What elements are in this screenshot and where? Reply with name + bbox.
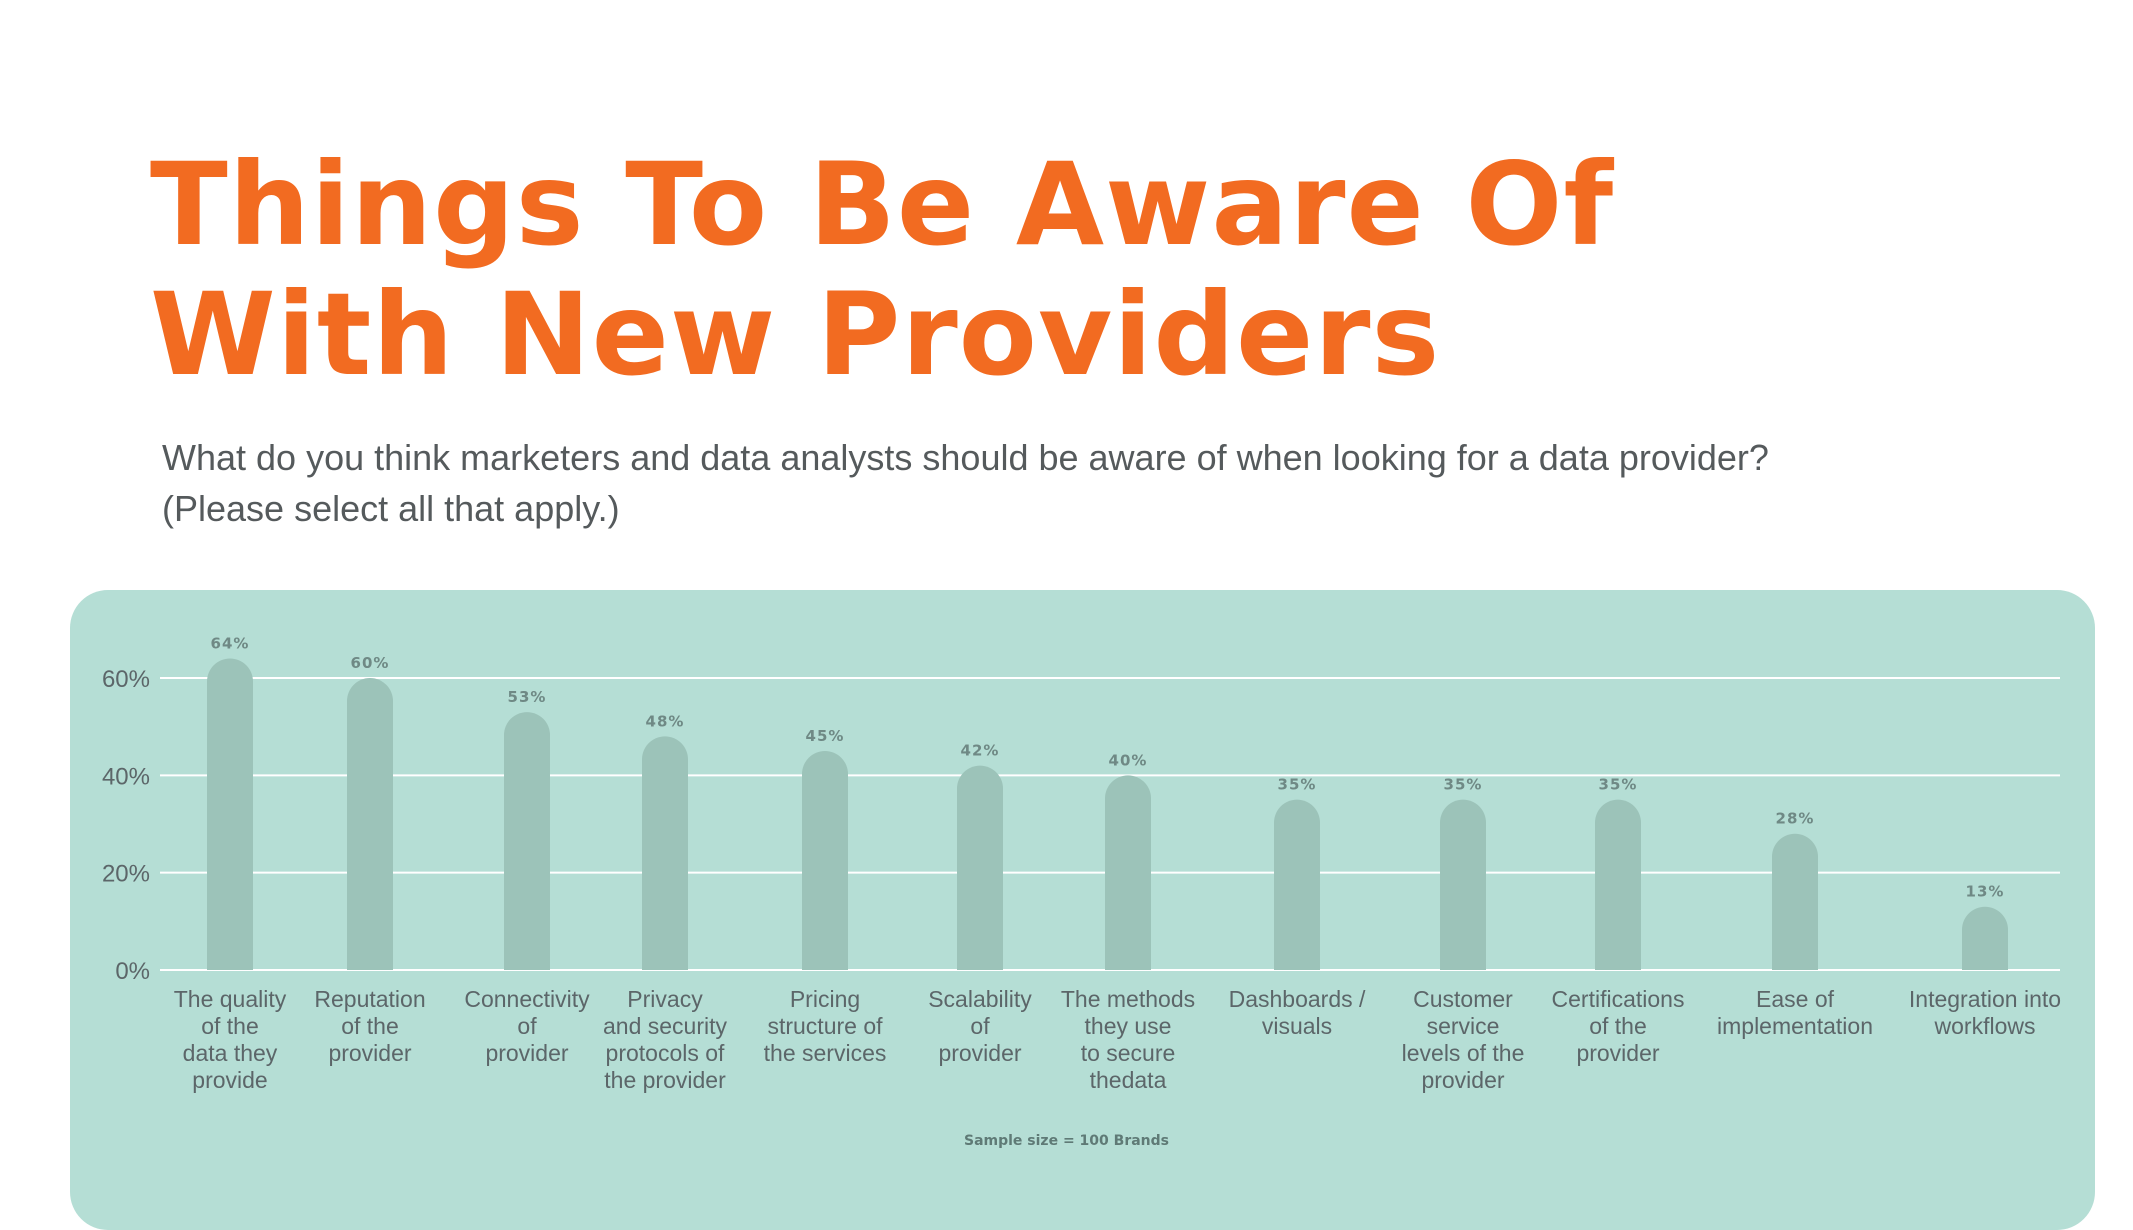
bar-2	[347, 678, 393, 970]
category-label-line: of	[517, 1013, 537, 1039]
y-tick-label: 60%	[102, 666, 150, 693]
bar-chart: 0%20%40%60%64%The quality of the data they…	[102, 635, 2061, 1093]
category-label-line: provider	[1421, 1067, 1504, 1093]
category-label-line: provide	[192, 1067, 267, 1093]
value-label: 48%	[646, 712, 685, 730]
question-line-1: What do you think marketers and data ana…	[162, 437, 1769, 478]
bar-12	[1962, 906, 2008, 970]
value-label: 64%	[211, 635, 250, 653]
category-label: Privacy and security protocols of the provi…	[603, 986, 728, 1093]
bar-4	[642, 736, 688, 970]
category-label: The methods they use to secure thedata	[1061, 986, 1195, 1093]
category-label-line: provider	[328, 1040, 411, 1066]
page-title: Things To Be Aware Of With New Providers	[150, 140, 1614, 400]
survey-question: What do you think marketers and data ana…	[162, 432, 2062, 534]
value-label: 35%	[1278, 776, 1317, 794]
value-label: 53%	[508, 688, 547, 706]
category-label: Certifications of the provider	[1552, 986, 1685, 1066]
value-label: 45%	[806, 727, 845, 745]
category-label-line: provider	[1576, 1040, 1659, 1066]
chart-panel	[70, 590, 2095, 1230]
category-label: Pricing structure of the services	[764, 986, 887, 1066]
category-label-line: implementation	[1717, 1013, 1873, 1039]
category-label-line: service	[1427, 1013, 1500, 1039]
category-label: Dashboards / visuals	[1229, 986, 1366, 1039]
bar-9	[1440, 799, 1486, 970]
category-label-line: to secure	[1081, 1040, 1176, 1066]
category-label-line: data they	[183, 1040, 278, 1066]
category-label: Connectivity of provider	[464, 986, 590, 1066]
category-label-line: structure of	[767, 1013, 883, 1039]
category-label-line: of the	[201, 1013, 259, 1039]
value-label: 35%	[1444, 776, 1483, 794]
category-label-line: and security	[603, 1013, 728, 1039]
category-label: Customer service levels of the provider	[1402, 986, 1525, 1093]
category-label-line: Pricing	[790, 986, 860, 1012]
bar-7	[1105, 775, 1151, 970]
question-line-2: (Please select all that apply.)	[162, 488, 620, 529]
category-label-line: visuals	[1262, 1013, 1332, 1039]
value-label: 40%	[1109, 751, 1148, 769]
bar-6	[957, 765, 1003, 970]
category-label-line: Privacy	[627, 986, 703, 1012]
category-label-line: Certifications	[1552, 986, 1685, 1012]
category-label-line: the services	[764, 1040, 887, 1066]
bar-10	[1595, 799, 1641, 970]
y-tick-label: 20%	[102, 861, 150, 888]
category-label-line: The methods	[1061, 986, 1195, 1012]
bar-1	[207, 658, 253, 970]
category-label: The quality of the data they provide	[174, 986, 287, 1093]
category-label-line: Customer	[1413, 986, 1513, 1012]
category-label-line: Integration into	[1909, 986, 2061, 1012]
category-label-line: workflows	[1934, 1013, 2036, 1039]
category-label-line: provider	[938, 1040, 1021, 1066]
category-label-line: Dashboards /	[1229, 986, 1366, 1012]
value-label: 60%	[351, 654, 390, 672]
bar-8	[1274, 799, 1320, 970]
category-label-line: the provider	[604, 1067, 726, 1093]
category-label-line: The quality	[174, 986, 287, 1012]
y-tick-label: 0%	[115, 958, 150, 985]
category-label-line: provider	[485, 1040, 568, 1066]
value-label: 42%	[961, 742, 1000, 760]
value-label: 13%	[1966, 883, 2005, 901]
title-line-2: With New Providers	[150, 268, 1441, 401]
category-label-line: Scalability	[928, 986, 1032, 1012]
category-label-line: protocols of	[606, 1040, 726, 1066]
category-label: Integration into workflows	[1909, 986, 2061, 1039]
category-label-line: they use	[1085, 1013, 1172, 1039]
y-tick-label: 40%	[102, 763, 150, 790]
category-label-line: of the	[341, 1013, 399, 1039]
value-label: 35%	[1599, 776, 1638, 794]
value-label: 28%	[1776, 810, 1815, 828]
bar-11	[1772, 833, 1818, 970]
category-label-line: Ease of	[1756, 986, 1835, 1012]
category-label-line: thedata	[1090, 1067, 1167, 1093]
title-line-1: Things To Be Aware Of	[150, 138, 1615, 271]
category-label-line: Reputation	[314, 986, 425, 1012]
category-label-line: Connectivity	[464, 986, 590, 1012]
category-label: Ease of implementation	[1717, 986, 1873, 1039]
category-label: Reputation of the provider	[314, 986, 425, 1066]
category-label-line: of the	[1589, 1013, 1647, 1039]
bar-3	[504, 712, 550, 970]
sample-size-note: Sample size = 100 Brands	[963, 1133, 1169, 1149]
category-label: Scalability of provider	[928, 986, 1032, 1066]
bar-5	[802, 751, 848, 970]
category-label-line: of	[970, 1013, 990, 1039]
category-label-line: levels of the	[1402, 1040, 1525, 1066]
